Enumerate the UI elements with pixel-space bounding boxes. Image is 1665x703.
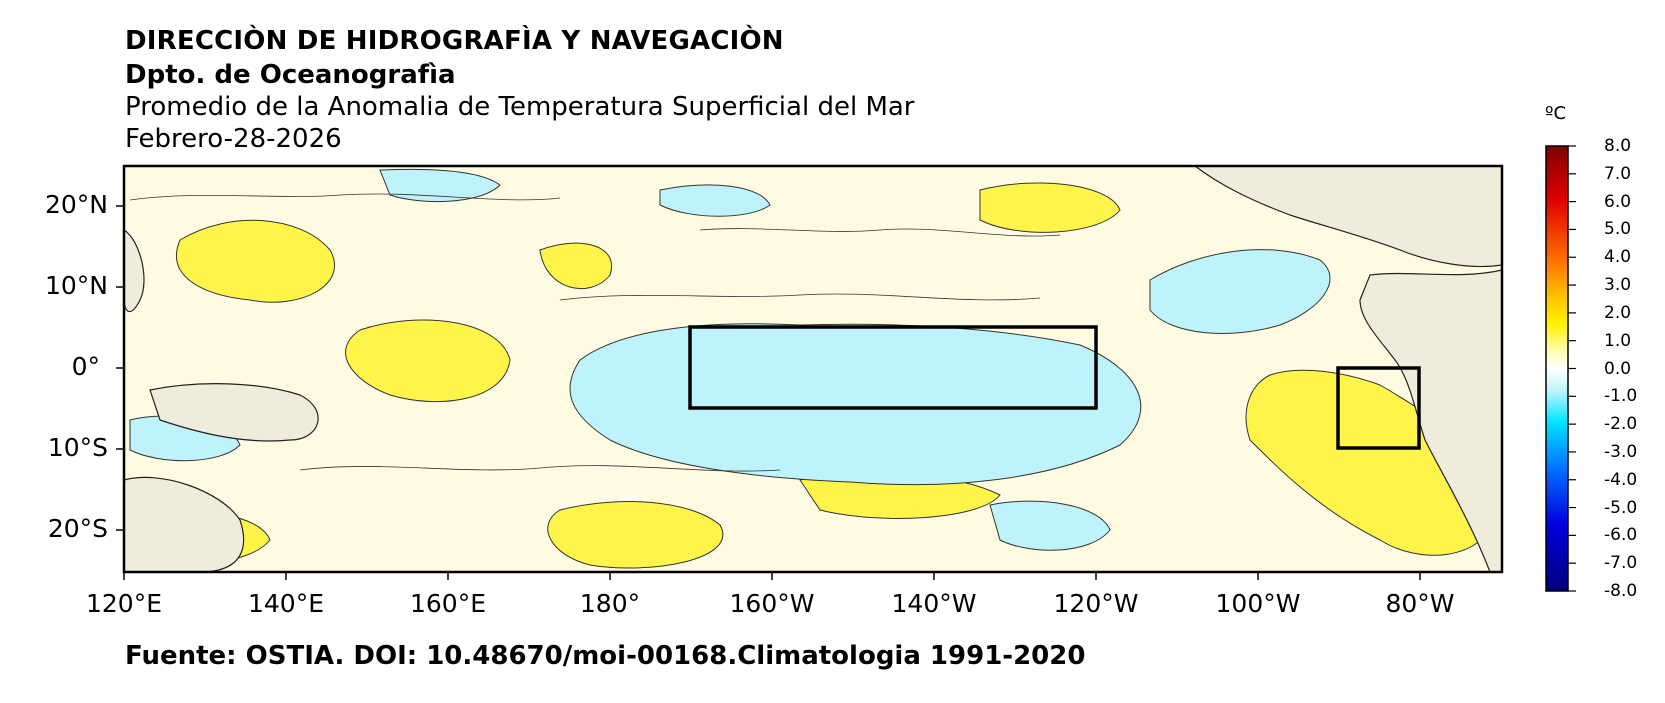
lat-label-20s: 20°S: [47, 514, 108, 543]
lat-ticks: [116, 205, 124, 531]
colorbar-tick-label: 6.0: [1604, 191, 1632, 212]
colorbar-ticks: [1568, 145, 1576, 592]
lat-label-10s: 10°S: [47, 433, 108, 462]
lon-ticks: [123, 572, 1421, 580]
colorbar-unit: ºC: [1545, 103, 1567, 124]
lon-label-140w: 140°W: [891, 589, 977, 618]
colorbar-tick-label: 7.0: [1604, 163, 1632, 184]
lon-label-180: 180°: [579, 589, 641, 618]
lon-label-120e: 120°E: [85, 589, 163, 618]
colorbar-tick-label: 0.0: [1604, 358, 1632, 379]
department-title: Dpto. de Oceanografìa: [125, 60, 456, 90]
land-areas: [124, 166, 1502, 572]
agency-title: DIRECCIÒN DE HIDROGRAFÌA Y NAVEGACIÒN: [125, 26, 784, 56]
colorbar-tick-label: -8.0: [1604, 581, 1638, 601]
colorbar-tick-label: 5.0: [1604, 219, 1632, 240]
colorbar-tick-label: 8.0: [1604, 136, 1632, 156]
lon-label-120w: 120°W: [1053, 589, 1139, 618]
map-frame: [122, 164, 1504, 574]
colorbar-tick-label: -2.0: [1604, 414, 1638, 435]
lon-label-160w: 160°W: [729, 589, 815, 618]
lon-label-80w: 80°W: [1385, 589, 1455, 618]
anomaly-contours: [129, 193, 1061, 472]
colorbar: [1545, 145, 1569, 592]
lat-label-20n: 20°N: [44, 190, 108, 219]
colorbar-tick-label: -5.0: [1604, 497, 1638, 518]
lat-label-10n: 10°N: [44, 271, 108, 300]
map-description: Promedio de la Anomalia de Temperatura S…: [125, 92, 915, 122]
lat-label-equator: 0°: [71, 352, 100, 381]
colorbar-tick-label: 3.0: [1604, 275, 1632, 296]
lon-label-100w: 100°W: [1215, 589, 1301, 618]
colorbar-tick-label: -4.0: [1604, 469, 1638, 490]
colorbar-tick-label: -1.0: [1604, 386, 1638, 407]
colorbar-tick-label: -3.0: [1604, 441, 1638, 462]
colorbar-tick-label: 2.0: [1604, 302, 1632, 323]
colorbar-tick-label: 1.0: [1604, 330, 1632, 351]
nino-34-region-box: [688, 325, 1098, 410]
map-field: [124, 166, 1502, 572]
colorbar-tick-label: -7.0: [1604, 553, 1638, 574]
map-date: Febrero-28-2026: [125, 124, 342, 154]
cool-anomaly-areas: [129, 168, 1331, 551]
lon-label-160e: 160°E: [409, 589, 487, 618]
colorbar-tick-label: 4.0: [1604, 247, 1632, 268]
lon-label-140e: 140°E: [247, 589, 325, 618]
data-source: Fuente: OSTIA. DOI: 10.48670/moi-00168.C…: [125, 641, 1086, 671]
colorbar-tick-label: -6.0: [1604, 525, 1638, 546]
nino-12-region-box: [1336, 366, 1421, 450]
